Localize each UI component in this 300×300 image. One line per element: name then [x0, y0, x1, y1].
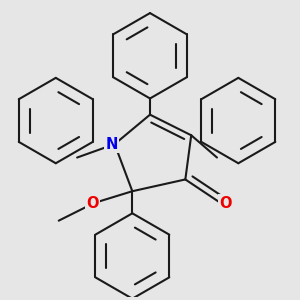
Text: N: N: [106, 136, 118, 152]
Text: O: O: [219, 196, 231, 211]
Text: O: O: [86, 196, 99, 211]
